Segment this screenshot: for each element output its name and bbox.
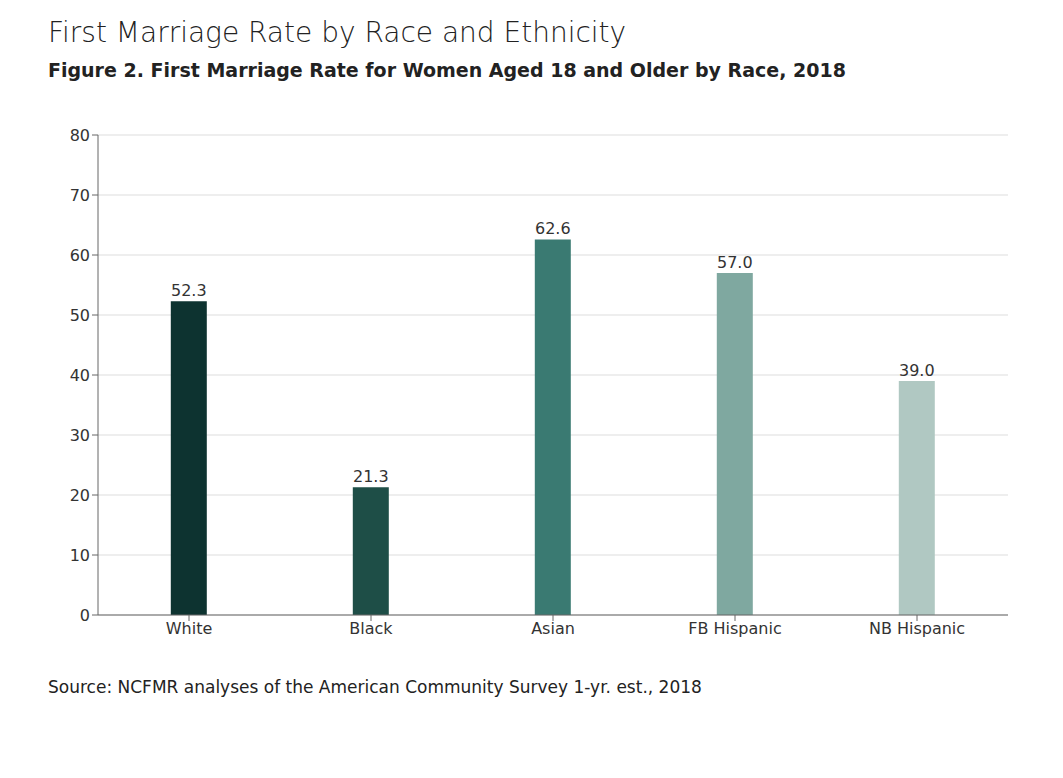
svg-text:21.3: 21.3 <box>353 467 389 486</box>
svg-text:57.0: 57.0 <box>717 253 753 272</box>
html-text:Source: NCFMR analyses of the: Source: NCFMR analyses of the American C… <box>48 677 702 697</box>
svg-text:80: 80 <box>70 126 90 145</box>
svg-text:39.0: 39.0 <box>899 361 935 380</box>
html-text:Figure 2. First Marriage Rate: Figure 2. First Marriage Rate for Women … <box>48 59 846 81</box>
svg-text:0: 0 <box>80 606 90 625</box>
svg-text:10: 10 <box>70 546 90 565</box>
svg-text:White: White <box>166 619 213 638</box>
svg-text:60: 60 <box>70 246 90 265</box>
html-text:First Marriage Rate by Race an: First Marriage Rate by Race and Ethnicit… <box>48 16 627 49</box>
svg-text:20: 20 <box>70 486 90 505</box>
svg-text:40: 40 <box>70 366 90 385</box>
svg-text:FB Hispanic: FB Hispanic <box>688 619 781 638</box>
svg-text:30: 30 <box>70 426 90 445</box>
svg-text:Asian: Asian <box>531 619 575 638</box>
svg-text:NB Hispanic: NB Hispanic <box>869 619 965 638</box>
svg-text:Black: Black <box>349 619 393 638</box>
svg-text:62.6: 62.6 <box>535 219 571 238</box>
svg-text:52.3: 52.3 <box>171 281 207 300</box>
svg-text:70: 70 <box>70 186 90 205</box>
svg-text:50: 50 <box>70 306 90 325</box>
